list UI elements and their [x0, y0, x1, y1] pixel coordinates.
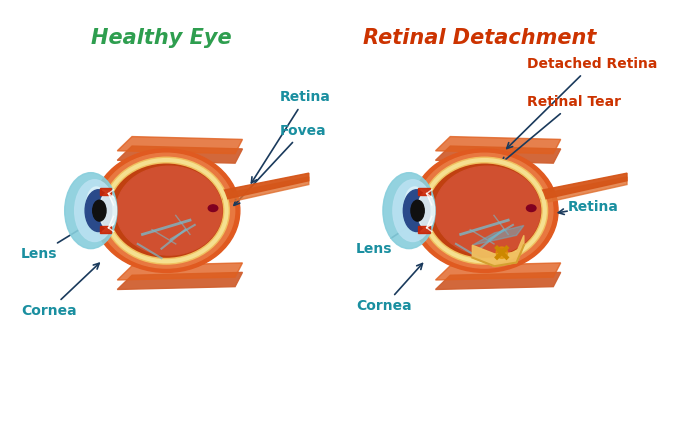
- Polygon shape: [117, 136, 243, 154]
- Polygon shape: [542, 177, 627, 203]
- Text: Fovea: Fovea: [234, 124, 327, 205]
- Polygon shape: [542, 173, 627, 200]
- Ellipse shape: [75, 180, 115, 242]
- Ellipse shape: [100, 193, 117, 229]
- Polygon shape: [418, 226, 430, 233]
- Text: Retinal Tear: Retinal Tear: [501, 95, 621, 163]
- Ellipse shape: [87, 187, 106, 215]
- Ellipse shape: [424, 160, 545, 261]
- Polygon shape: [435, 136, 561, 154]
- Ellipse shape: [93, 149, 240, 273]
- Polygon shape: [421, 227, 428, 231]
- Polygon shape: [102, 190, 110, 194]
- Ellipse shape: [411, 149, 558, 273]
- Text: Retinal Detachment: Retinal Detachment: [363, 28, 597, 48]
- Polygon shape: [117, 146, 243, 163]
- Text: Cornea: Cornea: [356, 264, 422, 314]
- Ellipse shape: [383, 173, 435, 249]
- Ellipse shape: [418, 193, 435, 229]
- Polygon shape: [435, 146, 561, 163]
- Ellipse shape: [435, 166, 540, 255]
- Text: Lens: Lens: [21, 221, 94, 261]
- Ellipse shape: [403, 190, 430, 231]
- Polygon shape: [100, 188, 111, 195]
- Polygon shape: [418, 188, 430, 195]
- Ellipse shape: [527, 205, 536, 211]
- Ellipse shape: [496, 247, 507, 258]
- Polygon shape: [435, 273, 561, 289]
- Ellipse shape: [85, 190, 112, 231]
- Ellipse shape: [416, 153, 553, 268]
- Ellipse shape: [64, 173, 117, 249]
- Ellipse shape: [116, 166, 222, 255]
- Polygon shape: [117, 273, 243, 289]
- Ellipse shape: [93, 200, 106, 221]
- Ellipse shape: [411, 200, 424, 221]
- Polygon shape: [421, 190, 428, 194]
- Text: Retina: Retina: [252, 91, 331, 183]
- Ellipse shape: [106, 160, 226, 261]
- Polygon shape: [473, 226, 524, 245]
- Polygon shape: [102, 227, 110, 231]
- Ellipse shape: [98, 153, 235, 268]
- Text: Healthy Eye: Healthy Eye: [91, 28, 232, 48]
- Polygon shape: [435, 263, 561, 280]
- Ellipse shape: [405, 187, 424, 215]
- Polygon shape: [100, 226, 111, 233]
- Text: Detached Retina: Detached Retina: [506, 57, 658, 149]
- Ellipse shape: [393, 180, 433, 242]
- Polygon shape: [223, 177, 308, 203]
- Text: Cornea: Cornea: [21, 263, 99, 318]
- Polygon shape: [473, 235, 524, 266]
- Text: Lens: Lens: [356, 221, 417, 256]
- Polygon shape: [223, 173, 308, 200]
- Polygon shape: [117, 263, 243, 280]
- Ellipse shape: [208, 205, 218, 211]
- Text: Retina: Retina: [568, 200, 619, 214]
